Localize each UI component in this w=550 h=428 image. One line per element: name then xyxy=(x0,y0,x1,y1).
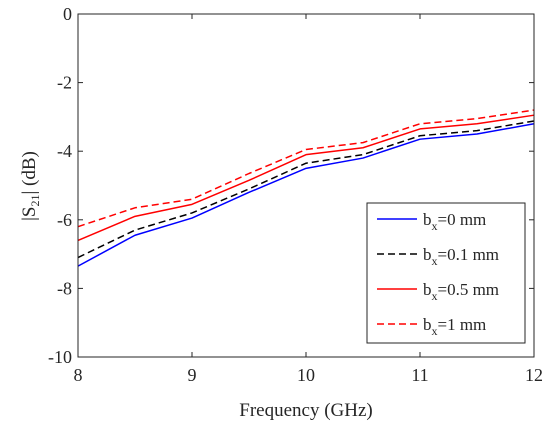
legend-label-sub: x xyxy=(432,254,438,268)
legend-label-sub: x xyxy=(432,289,438,303)
legend-label-tail: =1 mm xyxy=(438,315,487,334)
legend-label-main: b xyxy=(423,245,432,264)
legend-box xyxy=(366,202,526,344)
series-line-1 xyxy=(77,123,535,267)
x-tick-label: 12 xyxy=(525,365,543,385)
x-tick-label: 11 xyxy=(411,365,428,385)
x-axis-label: Frequency (GHz) xyxy=(239,400,372,421)
legend-label-2: bx=0.1 mm xyxy=(423,245,499,268)
y-axis-label-sub: 21 xyxy=(28,195,42,207)
legend-label-sub: x xyxy=(432,219,438,233)
y-tick-label: -4 xyxy=(57,141,72,161)
x-tick-label: 9 xyxy=(188,365,197,385)
plot-area xyxy=(77,109,535,267)
axes: 8 9 10 11 12 -10 -8 -6 -4 -2 0 xyxy=(48,4,543,385)
y-tick-label: -10 xyxy=(48,347,72,367)
y-tick-label: -6 xyxy=(57,210,72,230)
x-tick-label: 8 xyxy=(74,365,83,385)
legend-label-tail: =0.1 mm xyxy=(438,245,500,264)
y-axis-label-main: |S xyxy=(19,207,40,221)
legend-label-tail: =0.5 mm xyxy=(438,280,500,299)
legend-label-main: b xyxy=(423,315,432,334)
x-tick-label: 10 xyxy=(297,365,315,385)
y-tick-label: 0 xyxy=(63,4,72,24)
legend-label-1: bx=0 mm xyxy=(423,210,486,233)
legend-label-main: b xyxy=(423,280,432,299)
series-line-4 xyxy=(77,109,535,228)
y-axis-label: |S21| (dB) xyxy=(19,151,42,221)
y-axis-label-tail: | (dB) xyxy=(19,151,40,194)
legend-label-3: bx=0.5 mm xyxy=(423,280,499,303)
y-tick-label: -8 xyxy=(57,278,72,298)
series-line-2 xyxy=(77,120,535,259)
legend-label-main: b xyxy=(423,210,432,229)
legend-label-4: bx=1 mm xyxy=(423,315,486,338)
legend-label-tail: =0 mm xyxy=(438,210,487,229)
y-tick-label: -2 xyxy=(57,73,72,93)
legend-label-sub: x xyxy=(432,324,438,338)
series-line-3 xyxy=(77,114,535,242)
